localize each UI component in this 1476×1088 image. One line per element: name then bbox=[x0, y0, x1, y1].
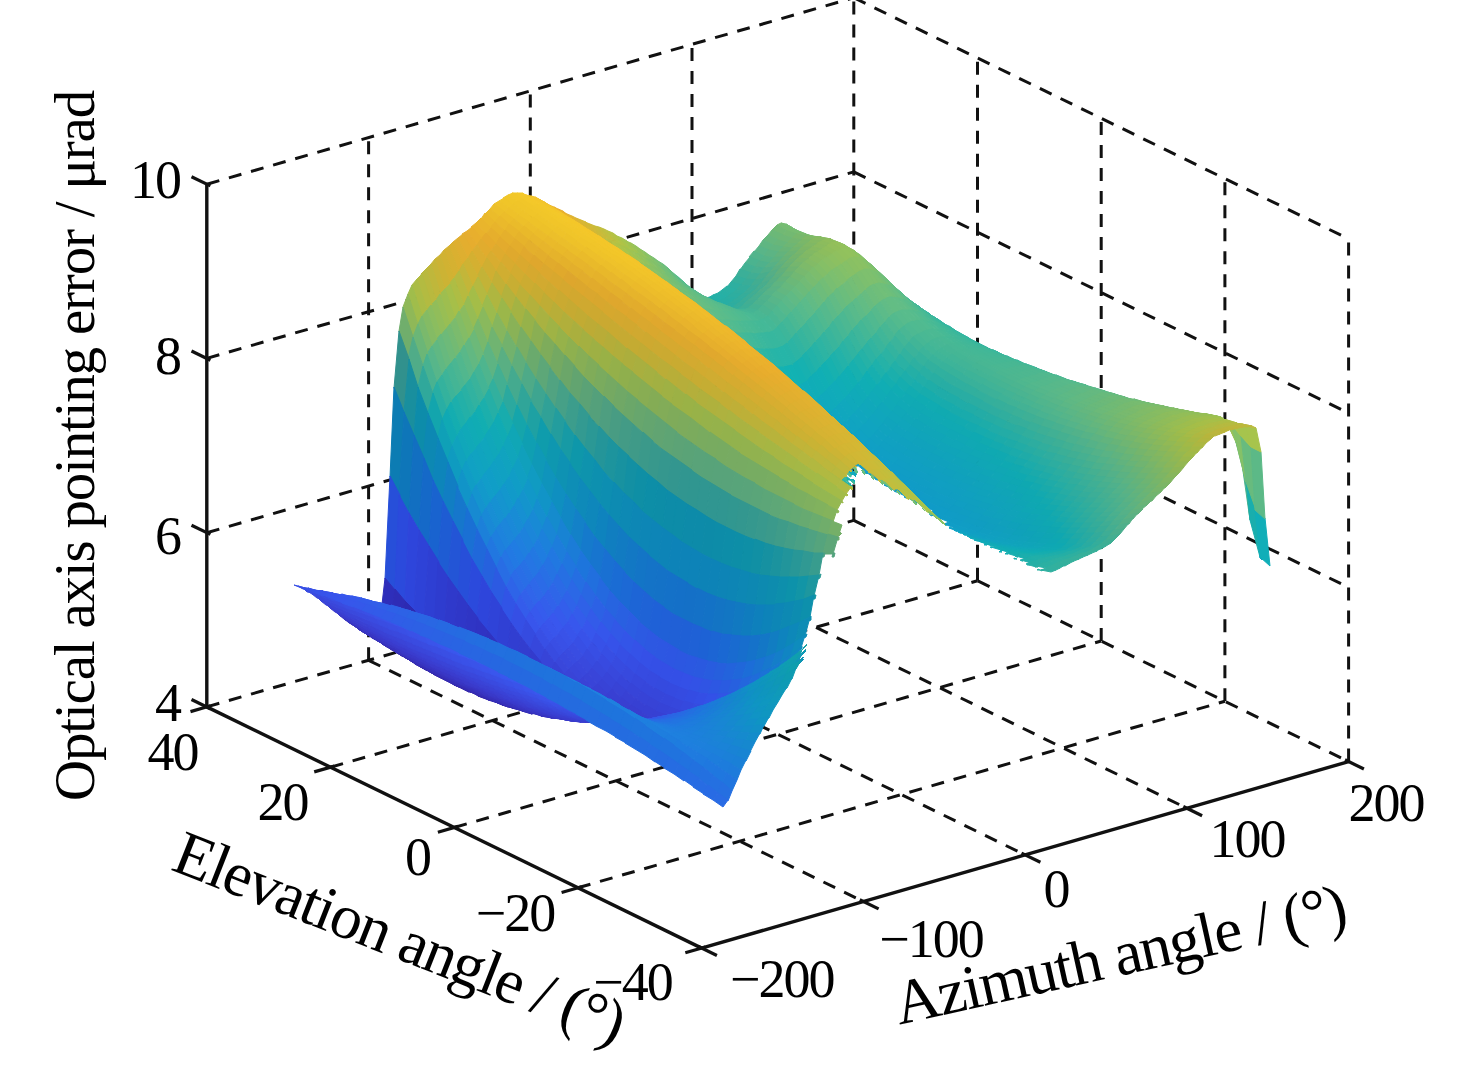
svg-text:0: 0 bbox=[405, 827, 430, 887]
svg-text:100: 100 bbox=[1210, 809, 1285, 869]
svg-text:Optical axis pointing error /: Optical axis pointing error / μrad bbox=[43, 90, 106, 801]
svg-text:0: 0 bbox=[1044, 859, 1069, 919]
svg-text:6: 6 bbox=[155, 506, 181, 566]
svg-text:−200: −200 bbox=[730, 949, 833, 1009]
svg-text:10: 10 bbox=[130, 150, 180, 210]
svg-text:20: 20 bbox=[258, 772, 308, 832]
svg-text:200: 200 bbox=[1348, 773, 1423, 833]
svg-text:8: 8 bbox=[155, 326, 180, 386]
svg-text:40: 40 bbox=[148, 722, 198, 782]
